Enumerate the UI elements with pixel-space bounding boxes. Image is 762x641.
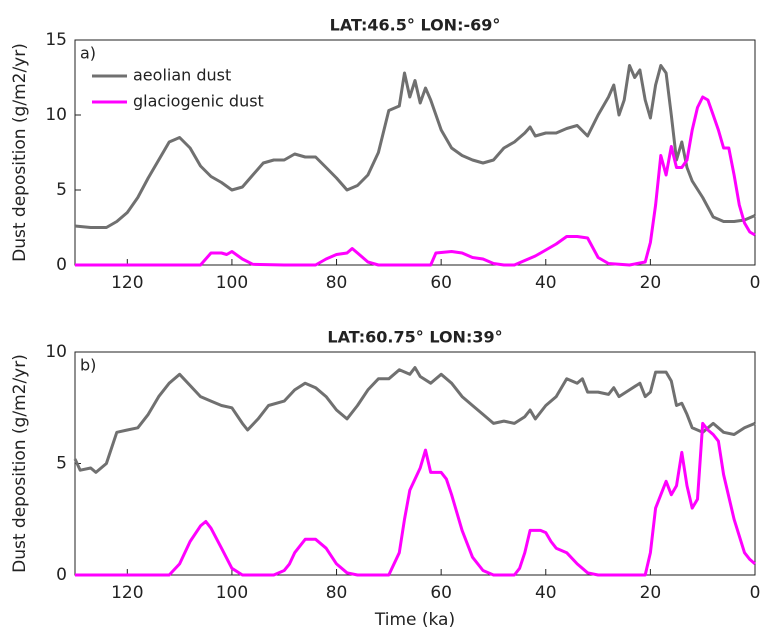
x-tick-label: 80: [326, 583, 348, 603]
x-axis-label: Time (ka): [374, 610, 455, 630]
x-tick-label: 100: [216, 273, 248, 293]
chart-title: LAT:46.5° LON:-69°: [330, 16, 501, 35]
x-tick-label: 120: [111, 273, 143, 293]
data-line: [75, 421, 756, 577]
legend-label: aeolian dust: [133, 66, 231, 85]
x-tick-label: 20: [640, 273, 662, 293]
y-tick-label: 10: [45, 105, 67, 125]
x-tick-label: 60: [430, 273, 452, 293]
y-tick-label: 5: [56, 454, 67, 474]
data-line: [75, 95, 756, 267]
x-tick-label: 20: [640, 583, 662, 603]
y-tick-label: 15: [45, 30, 67, 50]
x-tick-label: 60: [430, 583, 452, 603]
data-line: [73, 366, 756, 474]
y-tick-label: 5: [56, 180, 67, 200]
legend-label: glaciogenic dust: [133, 92, 264, 111]
x-tick-label: 120: [111, 583, 143, 603]
x-tick-label: 0: [750, 273, 761, 293]
panel-label: b): [80, 356, 96, 375]
x-tick-label: 40: [535, 583, 557, 603]
y-axis-label: Dust deposition (g/m2/yr): [10, 43, 30, 262]
y-axis-label: Dust deposition (g/m2/yr): [10, 354, 30, 573]
y-tick-label: 10: [45, 342, 67, 362]
x-tick-label: 0: [750, 583, 761, 603]
x-tick-label: 80: [326, 273, 348, 293]
x-tick-label: 40: [535, 273, 557, 293]
data-line: [74, 64, 756, 229]
y-tick-label: 0: [56, 255, 67, 275]
y-tick-label: 0: [56, 565, 67, 585]
panel-label: a): [80, 44, 96, 63]
x-tick-label: 100: [216, 583, 248, 603]
chart-title: LAT:60.75° LON:39°: [327, 328, 502, 347]
